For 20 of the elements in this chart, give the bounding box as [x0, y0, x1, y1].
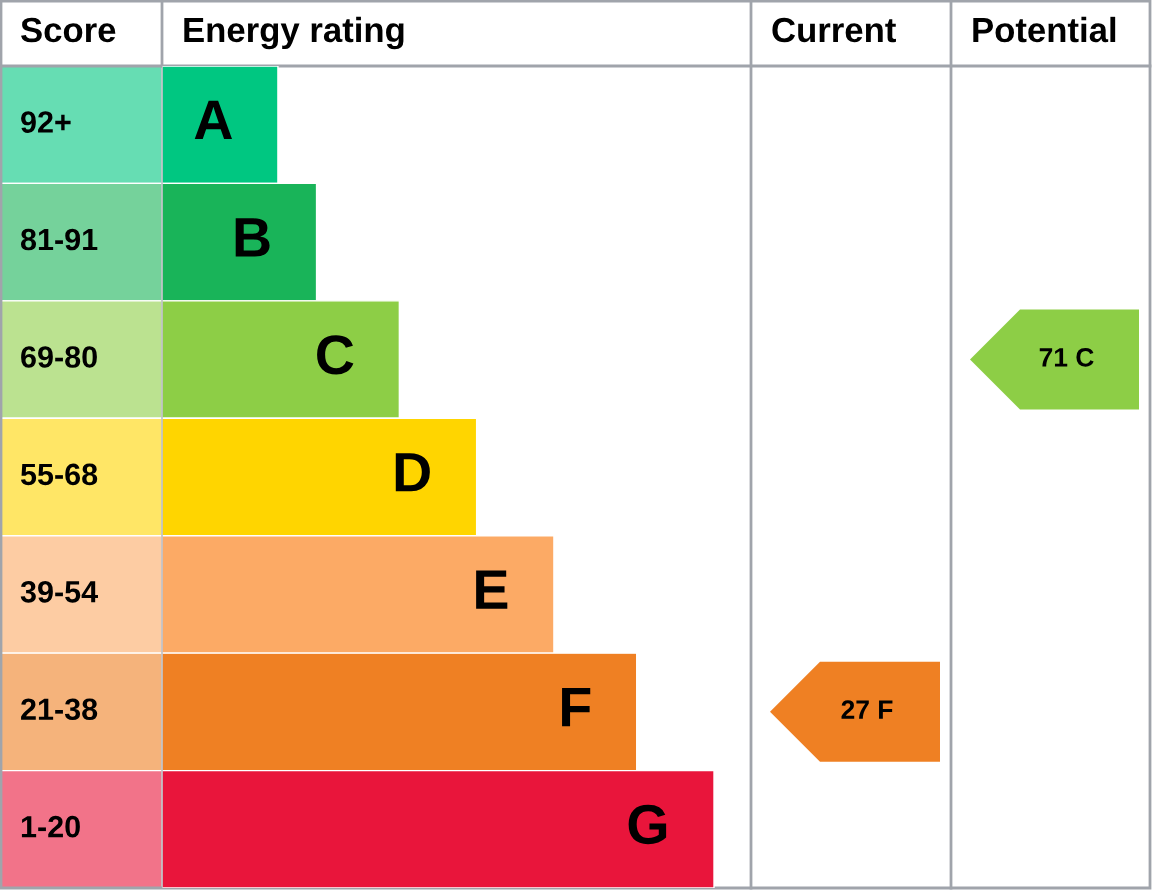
y-tick-label: C: [317, 335, 354, 375]
text: 1-20: [21, 815, 80, 838]
text: 81-91: [20, 228, 98, 251]
text: 92+: [21, 111, 71, 133]
text: 71 C: [1039, 347, 1094, 367]
y-tick-label: D: [395, 453, 430, 492]
text: 69-80: [21, 346, 97, 368]
text: 55-68: [20, 463, 98, 486]
y-tick-label: G: [628, 804, 667, 845]
text: 27 F: [841, 700, 893, 719]
y-tick-label: F: [562, 688, 591, 727]
text: 21-38: [21, 698, 98, 721]
text: Current: [772, 17, 896, 43]
y-tick-label: E: [476, 570, 508, 609]
text: Potential: [973, 16, 1116, 43]
text: Energy rating: [184, 16, 404, 50]
text: Score: [21, 17, 116, 43]
text: 39-54: [20, 580, 98, 603]
y-tick-label: A: [194, 100, 233, 140]
y-tick-label: B: [235, 218, 270, 257]
